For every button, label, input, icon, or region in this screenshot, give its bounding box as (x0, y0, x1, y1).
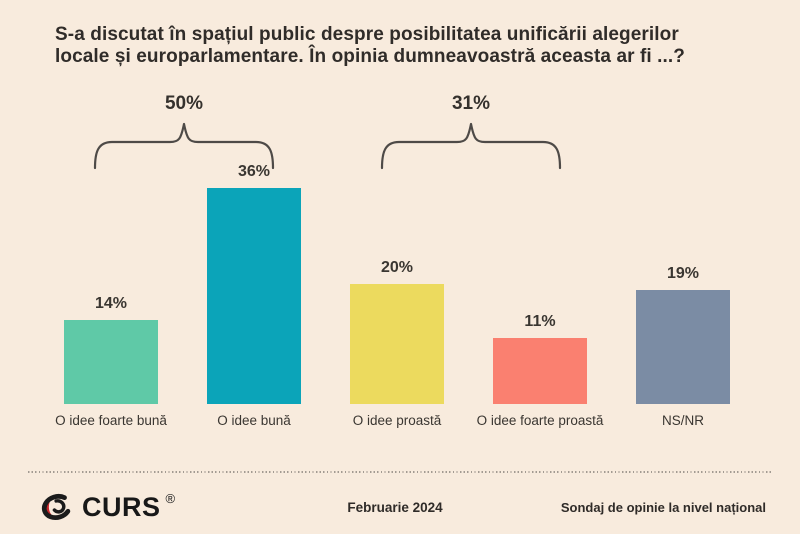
registered-trademark-icon: ® (165, 490, 176, 506)
survey-date: Februarie 2024 (347, 500, 443, 515)
bar-value-label: 14% (94, 295, 128, 312)
bar-category-label: NS/NR (661, 413, 705, 428)
group-label-31: 31% (451, 93, 491, 114)
footer-divider (28, 471, 772, 473)
bar-value-label: 36% (237, 163, 271, 180)
bar-category-label: O idee bună (217, 413, 291, 428)
bar-group-idee-foarte-buna: 14% O idee foarte bună (55, 152, 167, 428)
bar-group-idee-proasta: 20% O idee proastă (350, 152, 444, 428)
curs-logo-swirl-icon (41, 493, 73, 521)
bar (493, 338, 587, 404)
bar-chart: 14% O idee foarte bună 36% O idee bună 2… (55, 152, 730, 428)
bar-value-label: 19% (666, 265, 700, 282)
curs-logo: CURS ® (38, 487, 176, 527)
bar-value-label: 20% (380, 259, 414, 276)
curs-logo-text: CURS (82, 491, 161, 522)
bar (350, 284, 444, 404)
bar (64, 320, 158, 404)
survey-scope-note: Sondaj de opinie la nivel național (560, 500, 766, 515)
bar (636, 290, 730, 404)
chart-title: S-a discutat în spațiul public despre po… (55, 24, 686, 68)
bar-group-idee-foarte-proasta: 11% O idee foarte proastă (477, 152, 604, 428)
bar-group-ns-nr: 19% NS/NR (636, 152, 730, 428)
bar-category-label: O idee foarte proastă (476, 413, 604, 428)
bar-group-idee-buna: 36% O idee bună (207, 152, 301, 428)
bar (207, 188, 301, 404)
bar-category-label: O idee proastă (352, 413, 442, 428)
bar-value-label: 11% (524, 313, 556, 330)
bar-category-label: O idee foarte bună (55, 413, 167, 428)
group-label-50: 50% (164, 93, 204, 114)
